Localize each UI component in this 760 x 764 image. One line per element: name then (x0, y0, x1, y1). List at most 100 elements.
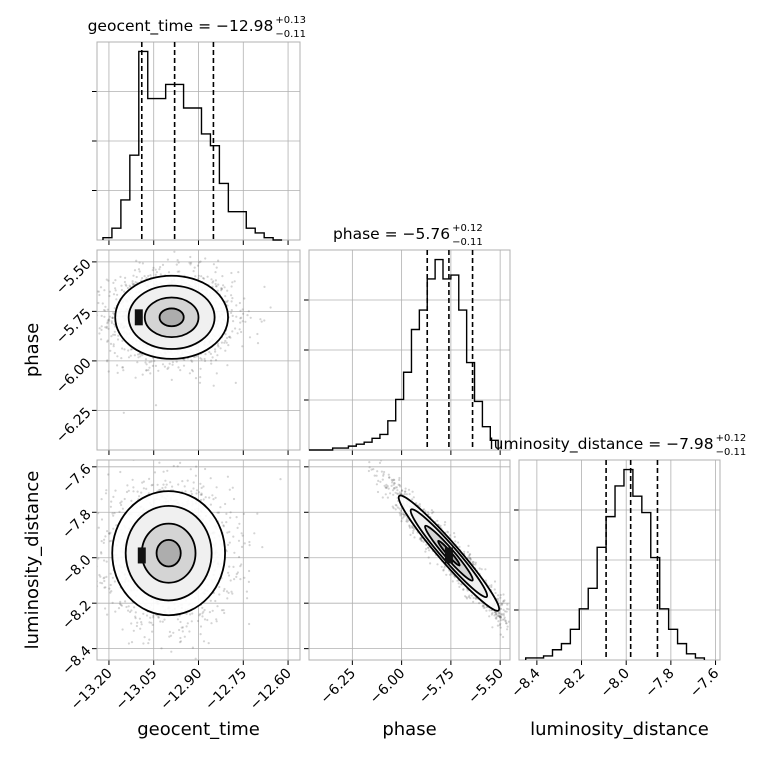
geocent_time-luminosity_distance-point (244, 542, 246, 544)
geocent_time-phase-point (103, 289, 105, 291)
geocent_time-luminosity_distance-point (201, 615, 203, 617)
geocent_time-phase-point (127, 349, 129, 351)
geocent_time-luminosity_distance-point (238, 523, 240, 525)
phase-luminosity_distance-point (500, 634, 502, 636)
phase-luminosity_distance-point (483, 607, 485, 609)
geocent_time-phase-point (149, 274, 151, 276)
geocent_time-luminosity_distance-point (103, 559, 105, 561)
geocent_time-luminosity_distance-point (204, 618, 206, 620)
phase-luminosity_distance-point (449, 574, 451, 576)
hist-phase-bin (475, 401, 483, 450)
phase-luminosity_distance-point (467, 551, 469, 553)
geocent_time-phase-point (114, 287, 116, 289)
geocent_time-luminosity_distance-point (126, 484, 128, 486)
geocent_time-phase-point (136, 276, 138, 278)
geocent_time-phase-point (139, 355, 141, 357)
phase-luminosity_distance-point (436, 520, 438, 522)
geocent_time-luminosity_distance-point (75, 496, 77, 498)
geocent_time-phase-contour (160, 308, 184, 326)
hist-luminosity_distance-bin (615, 486, 624, 660)
geocent_time-phase-point (103, 316, 105, 318)
geocent_time-phase-point (129, 285, 131, 287)
geocent_time-phase-point (124, 277, 126, 279)
geocent_time-phase-point (111, 322, 113, 324)
hist-geocent_time-bin (148, 99, 157, 240)
phase-luminosity_distance-point (452, 580, 454, 582)
geocent_time-luminosity_distance-point (100, 552, 102, 554)
geocent_time-phase-point (177, 259, 179, 261)
geocent_time-luminosity_distance-point (124, 498, 126, 500)
geocent_time-luminosity_distance-point (105, 492, 107, 494)
geocent_time-luminosity_distance-point (121, 501, 123, 503)
geocent_time-luminosity_distance-point (97, 557, 99, 559)
geocent_time-phase-point (199, 376, 201, 378)
geocent_time-luminosity_distance-point (164, 486, 166, 488)
hist-phase-bin (388, 421, 396, 450)
phase-luminosity_distance-point (471, 594, 473, 596)
hist-phase-bin (341, 448, 349, 450)
geocent_time-phase-point (114, 331, 116, 333)
geocent_time-phase-point (210, 363, 212, 365)
geocent_time-phase-point (235, 316, 237, 318)
geocent_time-luminosity_distance-point (98, 527, 100, 529)
phase-luminosity_distance-point (436, 563, 438, 565)
geocent_time-phase-point (224, 340, 226, 342)
geocent_time-phase-point (242, 308, 244, 310)
geocent_time-phase-point (235, 382, 237, 384)
phase-luminosity_distance-point (478, 602, 480, 604)
phase-luminosity_distance-point (445, 574, 447, 576)
phase-luminosity_distance-point (528, 636, 530, 638)
geocent_time-luminosity_distance-point (139, 628, 141, 630)
geocent_time-luminosity_distance-point (72, 545, 74, 547)
phase-luminosity_distance-point (401, 489, 403, 491)
phase-luminosity_distance-point (497, 594, 499, 596)
geocent_time-phase-point (162, 264, 164, 266)
hist-geocent_time-bin (130, 155, 139, 240)
geocent_time-phase-point (194, 267, 196, 269)
geocent_time-luminosity_distance-point (132, 479, 134, 481)
geocent_time-luminosity_distance-point (212, 610, 214, 612)
geocent_time-luminosity_distance-point (113, 512, 115, 514)
geocent_time-phase-point (117, 335, 119, 337)
phase-luminosity_distance-point (491, 626, 493, 628)
geocent_time-luminosity_distance-point (109, 592, 111, 594)
geocent_time-phase-point (155, 274, 157, 276)
hist-phase-bin (451, 275, 459, 450)
geocent_time-luminosity_distance-point (230, 591, 232, 593)
geocent_time-luminosity_distance-point (228, 592, 230, 594)
geocent_time-luminosity_distance-point (109, 540, 111, 542)
geocent_time-luminosity_distance-point (103, 539, 105, 541)
geocent_time-phase-point (227, 344, 229, 346)
geocent_time-luminosity_distance-point (137, 491, 139, 493)
phase-luminosity_distance-point (511, 621, 513, 623)
geocent_time-phase-point (192, 370, 194, 372)
geocent_time-phase-point (106, 341, 108, 343)
phase-luminosity_distance-point (515, 624, 517, 626)
geocent_time-phase-point (197, 265, 199, 267)
geocent_time-luminosity_distance-point (229, 517, 231, 519)
phase-luminosity_distance-point (386, 486, 388, 488)
geocent_time-phase-point (216, 285, 218, 287)
geocent_time-phase-point (203, 278, 205, 280)
geocent_time-phase-point (242, 320, 244, 322)
phase-luminosity_distance-point (500, 619, 502, 621)
geocent_time-phase-point (221, 275, 223, 277)
geocent_time-luminosity_distance-point (237, 527, 239, 529)
geocent_time-luminosity_distance-point (132, 486, 134, 488)
geocent_time-luminosity_distance-point (85, 591, 87, 593)
geocent_time-luminosity_distance-point (90, 540, 92, 542)
hist-phase-bin (411, 329, 419, 450)
geocent_time-luminosity_distance-point (122, 508, 124, 510)
geocent_time-luminosity_distance-point (223, 590, 225, 592)
geocent_time-luminosity_distance-point (215, 497, 217, 499)
geocent_time-luminosity_distance-point (164, 480, 166, 482)
geocent_time-luminosity_distance-point (201, 607, 203, 609)
geocent_time-phase-point (263, 286, 265, 288)
geocent_time-luminosity_distance-point (177, 618, 179, 620)
phase-luminosity_distance-point (449, 534, 451, 536)
hist-geocent_time-bin (175, 84, 184, 240)
hist-luminosity_distance-bin (651, 558, 660, 660)
geocent_time-phase-point (94, 293, 96, 295)
geocent_time-luminosity_distance-point (105, 576, 107, 578)
geocent_time-phase-point (117, 338, 119, 340)
